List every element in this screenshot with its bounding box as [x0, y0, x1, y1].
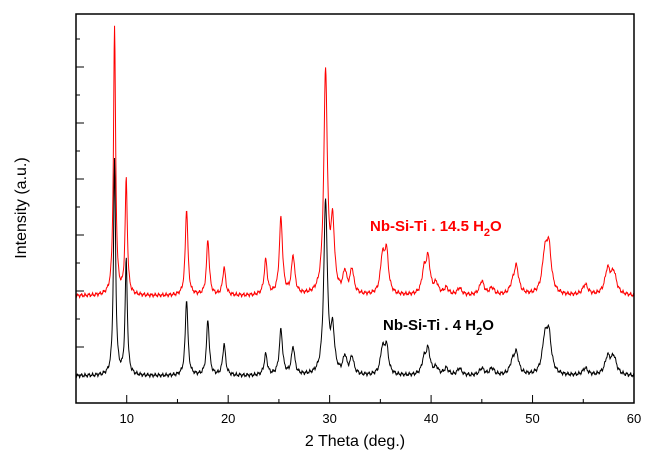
x-tick-label: 20: [221, 411, 235, 426]
x-axis-ticks: 10 20 30 40 50 60: [75, 395, 641, 426]
series-line-hydrated-14-5: [75, 25, 635, 300]
series-group: [75, 25, 635, 380]
plot-frame: [75, 13, 635, 404]
x-axis-title: 2 Theta (deg.): [305, 433, 405, 450]
x-tick-label: 50: [525, 411, 539, 426]
y-axis-title: Intensity (a.u.): [13, 157, 30, 258]
series-label-hydrated-14-5: Nb-Si-Ti . 14.5 H2O: [370, 218, 502, 239]
x-tick-label: 40: [424, 411, 438, 426]
series-label-hydrated-4: Nb-Si-Ti . 4 H2O: [383, 317, 494, 338]
x-tick-label: 10: [119, 411, 133, 426]
x-tick-label: 30: [322, 411, 336, 426]
series-line-hydrated-4: [75, 158, 635, 380]
y-axis-ticks: [76, 38, 84, 376]
x-tick-label: 60: [627, 411, 641, 426]
